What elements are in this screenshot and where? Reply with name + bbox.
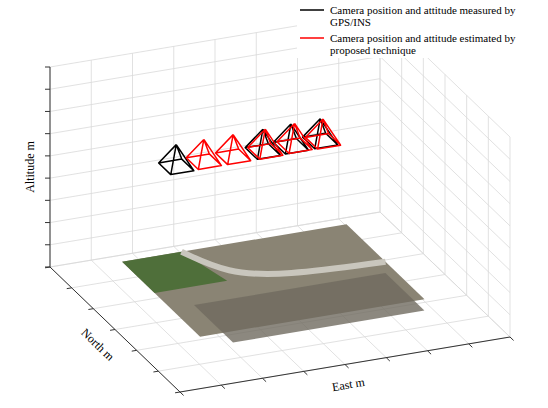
tick-mark	[88, 308, 93, 310]
tick-mark	[45, 67, 50, 68]
tick-mark	[510, 337, 514, 340]
axis-line	[50, 67, 51, 267]
legend-line: GPS/INS	[330, 16, 371, 28]
grid-line	[50, 168, 510, 293]
tick-mark	[110, 329, 115, 331]
axis-titles: East m North m Altitude m	[23, 141, 366, 395]
grid-line	[91, 60, 221, 385]
tick-mark	[45, 89, 50, 90]
tick-mark	[132, 350, 137, 352]
z-axis-title: Altitude m	[23, 141, 37, 193]
grid-line	[50, 123, 510, 248]
image-vegetation	[122, 252, 227, 293]
tick-mark	[45, 267, 50, 268]
tick-mark	[469, 344, 473, 347]
tick-mark	[180, 392, 184, 395]
camera-pyramid	[248, 129, 283, 159]
camera-pyramid	[305, 119, 340, 149]
tick-mark	[304, 371, 308, 374]
tick-mark	[45, 111, 50, 112]
tick-mark	[45, 178, 50, 179]
tick-mark	[45, 200, 50, 201]
tick-mark	[221, 385, 225, 388]
legend-label: Camera position and attitude measured by…	[330, 4, 516, 28]
image-ground	[194, 273, 424, 342]
camera-series	[186, 119, 340, 169]
tick-mark	[345, 365, 349, 368]
tick-mark	[45, 267, 50, 269]
camera-series	[159, 119, 338, 175]
camera-pyramid	[216, 135, 251, 165]
plot-area	[122, 119, 424, 343]
axes	[45, 67, 514, 395]
grid	[50, 12, 510, 392]
tick-mark	[45, 222, 50, 223]
tick-mark	[45, 244, 50, 245]
y-axis-title: North m	[78, 326, 117, 365]
grid-line	[50, 101, 510, 226]
legend: Camera position and attitude measured by…	[297, 2, 519, 58]
tick-mark	[428, 351, 432, 354]
tick-mark	[386, 358, 390, 361]
tick-mark	[45, 155, 50, 156]
legend-swatch	[300, 37, 324, 39]
legend-label: Camera position and attitude estimated b…	[330, 32, 516, 56]
tick-mark	[153, 371, 158, 373]
legend-line: Camera position and attitude estimated b…	[330, 32, 516, 44]
grid-line	[50, 79, 510, 204]
tick-mark	[45, 133, 50, 134]
tick-mark	[175, 392, 180, 394]
grid-line	[50, 56, 510, 181]
legend-background	[297, 2, 519, 58]
legend-line: proposed technique	[330, 44, 416, 56]
aerial-image	[122, 224, 424, 342]
image-road	[182, 252, 386, 274]
tick-mark	[67, 287, 72, 289]
grid-line	[50, 67, 180, 392]
chart: East m North m Altitude m Camera position a…	[0, 0, 548, 408]
tick-mark	[263, 378, 267, 381]
legend-line: Camera position and attitude measured by	[330, 4, 516, 16]
legend-swatch	[300, 9, 324, 11]
x-axis-title: East m	[331, 375, 367, 394]
